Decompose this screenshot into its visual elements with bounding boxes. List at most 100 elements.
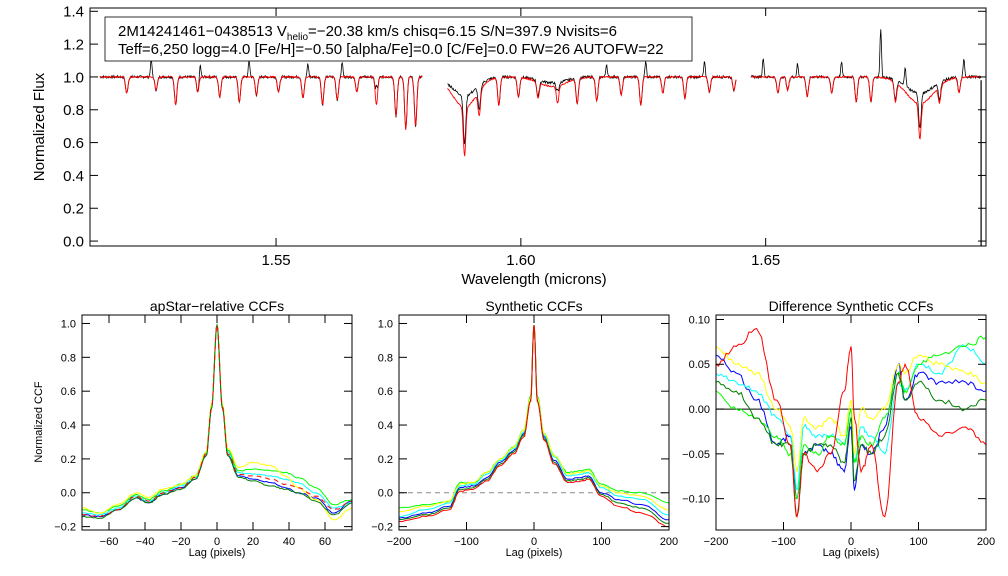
- ccf-clip-group: [716, 327, 986, 519]
- y-tick-label: 1.0: [61, 318, 76, 330]
- ccf-series-3: [82, 323, 352, 514]
- ccf-clip-group: [82, 323, 352, 521]
- x-tick-label: 20: [247, 536, 259, 548]
- ccf-series-3: [716, 335, 986, 500]
- x-tick-label: 1.65: [751, 252, 780, 269]
- apstar-ccf-title: apStar−relative CCFs: [150, 298, 284, 314]
- y-tick-label: −0.2: [371, 522, 393, 534]
- x-tick-label: −100: [771, 536, 796, 548]
- y-tick-label: 0.2: [63, 201, 84, 218]
- ccf-series-1: [399, 325, 669, 521]
- synthetic-ccf-title: Synthetic CCFs: [485, 298, 582, 314]
- difference-ccf-ticks: −200 −100 0 100 200 −0.10 −0.05 0.00 0.05 0.10: [682, 314, 995, 548]
- ccf-series-5: [716, 372, 986, 518]
- ccf-series-4: [82, 325, 352, 521]
- x-tick-label: 1.55: [261, 252, 290, 269]
- spectrum-info-box: 2M14241461−0438513 Vhelio=−20.38 km/s ch…: [104, 16, 693, 62]
- synthetic-ccf-panel: Synthetic CCFs −200 −100 0 100 200 −0.2 0.0 0.2…: [371, 298, 678, 559]
- synthetic-ccf-xlabel: Lag (pixels): [506, 547, 563, 559]
- ccf-series-1: [716, 354, 986, 500]
- ccf-series-2: [82, 323, 352, 516]
- ccf-series-3: [399, 325, 669, 509]
- apstar-ccf-ticks: −60 −40 −20 0 20 40 60 −0.2 0.0 0.2 0.4 0.6 0.8 1.0: [54, 315, 352, 548]
- y-tick-label: 0.6: [61, 386, 76, 398]
- difference-ccf-frame: [715, 314, 987, 531]
- apstar-ccf-frame: [81, 314, 353, 531]
- y-tick-label: 0.0: [61, 488, 76, 500]
- y-tick-label: 0.00: [689, 404, 710, 416]
- x-tick-label: 100: [909, 536, 927, 548]
- x-tick-label: −40: [136, 536, 155, 548]
- spectrum-observed-line: [99, 58, 423, 129]
- y-tick-label: 0.6: [378, 386, 393, 398]
- spectrum-data: [99, 29, 982, 246]
- x-tick-label: −20: [172, 536, 191, 548]
- ccf-series-4: [716, 346, 986, 472]
- difference-ccf-xlabel: Lag (pixels): [823, 547, 880, 559]
- y-tick-label: 1.0: [378, 318, 393, 330]
- y-tick-label: 0.2: [61, 454, 76, 466]
- x-tick-label: 1.60: [506, 252, 535, 269]
- spectrum-xlabel: Wavelength (microns): [461, 271, 606, 288]
- ccf-series-2: [399, 325, 669, 517]
- y-tick-label: 0.4: [63, 168, 84, 185]
- y-tick-label: 0.8: [378, 352, 393, 364]
- ccf-series-6: [716, 327, 986, 519]
- y-tick-label: −0.2: [54, 522, 76, 534]
- y-tick-label: 1.0: [63, 69, 84, 86]
- y-tick-label: 1.2: [63, 37, 84, 54]
- x-tick-label: 0: [848, 536, 854, 548]
- y-tick-label: 0.8: [61, 352, 76, 364]
- ccf-series-1: [82, 325, 352, 518]
- y-tick-label: 0.8: [63, 102, 84, 119]
- x-tick-label: 200: [977, 536, 995, 548]
- x-tick-label: 0: [531, 536, 537, 548]
- y-tick-label: 0.0: [378, 488, 393, 500]
- info-box-frame: [104, 16, 693, 62]
- spectrum-model-line: [447, 75, 737, 157]
- y-tick-label: −0.10: [682, 494, 710, 506]
- apstar-ccf-xlabel: Lag (pixels): [189, 547, 246, 559]
- y-tick-label: 0.05: [689, 359, 710, 371]
- spectrum-ylabel: Normalized Flux: [31, 72, 48, 181]
- x-tick-label: 200: [660, 536, 678, 548]
- spectrum-observed-line: [447, 61, 737, 145]
- ccf-series-4: [399, 325, 669, 513]
- y-tick-label: 0.4: [378, 420, 393, 432]
- spectrum-model-line: [99, 75, 423, 130]
- x-tick-label: −200: [387, 536, 412, 548]
- difference-ccf-title: Difference Synthetic CCFs: [769, 298, 934, 314]
- info-line-1: 2M14241461−0438513 Vhelio=−20.38 km/s ch…: [118, 23, 617, 43]
- ccf-clip-group: [399, 325, 669, 528]
- apstar-ccf-panel: apStar−relative CCFs −60 −40 −20 0 20 40 60 −0.…: [33, 298, 353, 559]
- x-tick-label: 0: [214, 536, 220, 548]
- difference-ccf-lines: [716, 327, 986, 519]
- x-tick-label: 100: [592, 536, 610, 548]
- y-tick-label: 0.6: [63, 135, 84, 152]
- ccf-series-5: [399, 325, 669, 524]
- spectrum-panel: 1.55 1.60 1.65 0.0 0.2 0.4 0.6 0.8 1.0 1.2 1.4 2M1…: [31, 4, 987, 288]
- synthetic-ccf-frame: [398, 314, 670, 531]
- ccf-series-5: [82, 323, 352, 520]
- y-tick-label: 0.10: [689, 314, 710, 326]
- y-tick-label: 0.0: [63, 233, 84, 250]
- y-tick-label: 1.4: [63, 4, 84, 21]
- x-tick-label: −200: [704, 536, 729, 548]
- spectrum-axes-frame: [89, 7, 987, 247]
- ccf-series-6: [82, 323, 352, 518]
- apstar-ccf-ylabel: Normalized CCF: [33, 381, 45, 463]
- synthetic-ccf-lines: [399, 325, 669, 528]
- spectrum-model-line: [750, 75, 982, 140]
- ccf-series-6: [399, 325, 669, 528]
- x-tick-label: −100: [454, 536, 479, 548]
- y-tick-label: 0.2: [378, 454, 393, 466]
- y-tick-label: 0.4: [61, 420, 76, 432]
- difference-ccf-panel: Difference Synthetic CCFs −200 −100 0 100 20…: [682, 298, 995, 559]
- x-tick-label: 60: [319, 536, 331, 548]
- y-tick-label: −0.05: [682, 449, 710, 461]
- apstar-ccf-lines: [82, 323, 352, 521]
- info-line-2: Teff=6,250 logg=4.0 [Fe/H]=−0.50 [alpha/…: [118, 41, 664, 58]
- x-tick-label: −60: [100, 536, 119, 548]
- x-tick-label: 40: [283, 536, 295, 548]
